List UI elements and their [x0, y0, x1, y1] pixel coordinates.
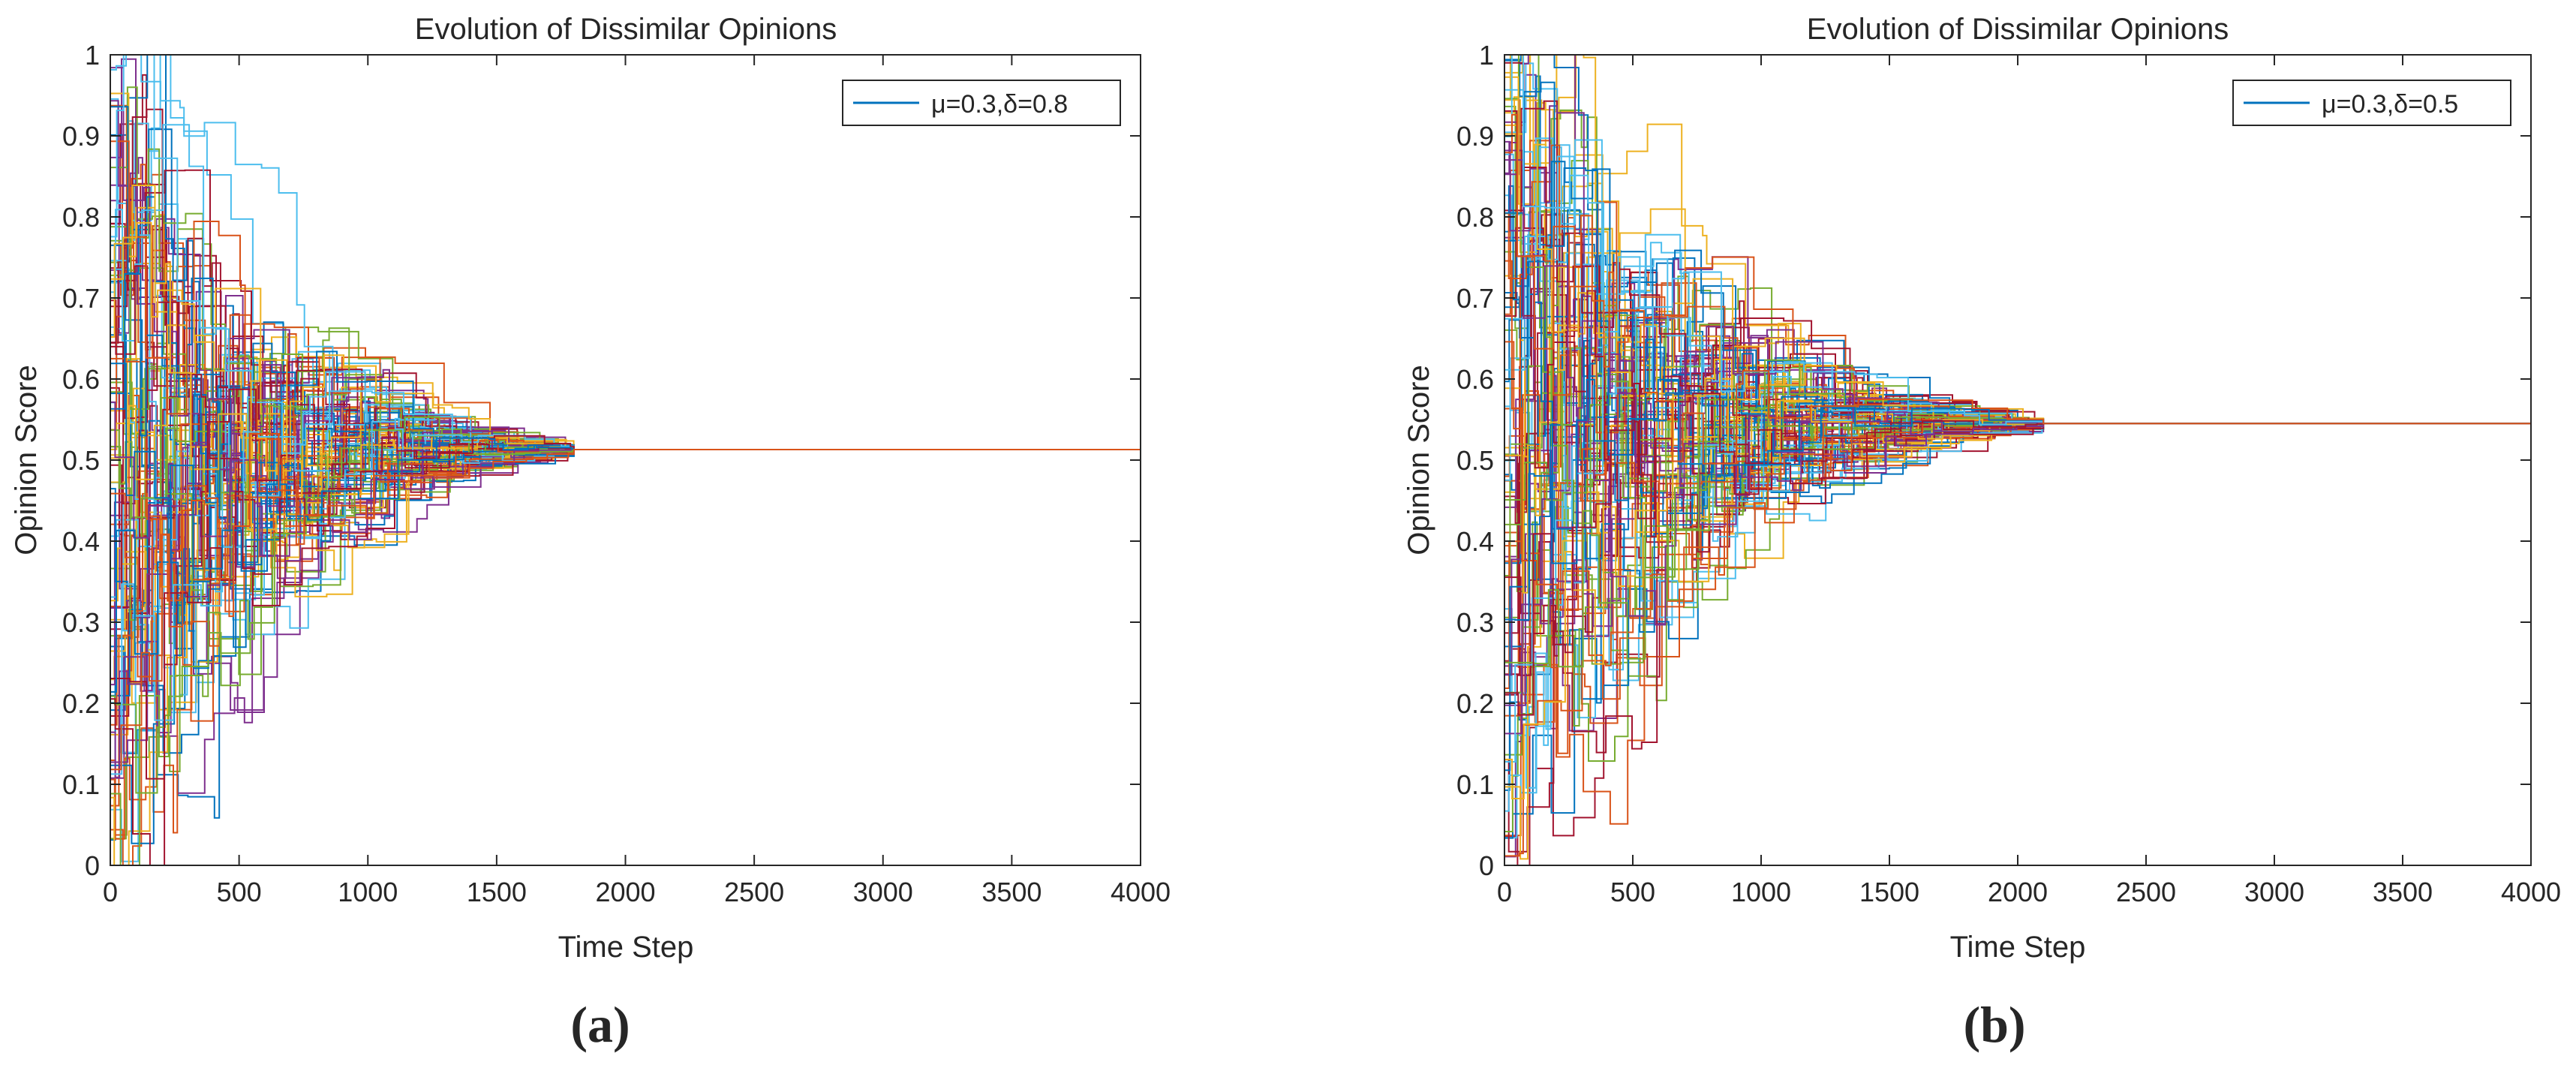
- plot-area: 0 500 1000 1500 2000 2500 3000 3500 4000 0 0.1 0.2 0…: [62, 40, 1171, 907]
- y-tick-label: 0.4: [1456, 526, 1494, 557]
- x-tick-label: 0: [103, 877, 118, 907]
- agent-series-line: [110, 67, 1141, 507]
- legend-entry: μ=0.3,δ=0.8: [931, 90, 1068, 119]
- panel-label: (a): [570, 996, 630, 1053]
- panel-label: (b): [1963, 996, 2025, 1053]
- agent-series-line: [1504, 395, 2531, 754]
- y-tick-label: 0.9: [62, 121, 100, 152]
- y-tick-label: 0.5: [62, 445, 100, 476]
- x-tick-label: 3000: [2244, 877, 2304, 907]
- x-tick-label: 500: [217, 877, 262, 907]
- x-tick-label: 4000: [2501, 877, 2561, 907]
- y-tick-label: 0.1: [1456, 769, 1494, 800]
- agent-series-line: [1504, 378, 2531, 621]
- agent-series-line: [110, 416, 1141, 866]
- agent-series-line: [110, 54, 1141, 464]
- x-tick-label: 2500: [724, 877, 784, 907]
- x-tick-label: 2000: [595, 877, 655, 907]
- y-tick-label: 0.2: [62, 688, 100, 719]
- x-tick-label: 3000: [853, 877, 913, 907]
- legend: μ=0.3,δ=0.8: [842, 80, 1121, 126]
- y-tick-label: 0.7: [1456, 283, 1494, 314]
- y-tick-label: 0.9: [1456, 121, 1494, 152]
- agent-series-line: [1504, 54, 2531, 426]
- y-tick-label: 0.8: [62, 202, 100, 233]
- series-group: [1504, 54, 2531, 866]
- chart-title: Evolution of Dissimilar Opinions: [1807, 13, 2229, 46]
- agent-series-line: [1504, 144, 2531, 459]
- agent-series-line: [1504, 320, 2531, 735]
- x-tick-label: 2000: [1988, 877, 2048, 907]
- y-tick-label: 0.6: [62, 364, 100, 395]
- agent-series-line: [110, 169, 1141, 483]
- x-tick-label: 1000: [1731, 877, 1791, 907]
- x-tick-label: 1500: [1859, 877, 1919, 907]
- y-tick-label: 0.7: [62, 283, 100, 314]
- agent-series-line: [110, 399, 1141, 726]
- agent-series-line: [1504, 372, 2531, 617]
- x-axis-label: Time Step: [558, 931, 694, 964]
- y-tick-label: 0.4: [62, 526, 100, 557]
- y-axis-label: Opinion Score: [1402, 365, 1435, 555]
- y-tick-label: 0: [85, 850, 100, 881]
- agent-series-line: [1504, 359, 2531, 668]
- ticks-group: 0 500 1000 1500 2000 2500 3000 3500 4000 0 0.1 0.2 0…: [62, 40, 1171, 907]
- x-tick-label: 1000: [338, 877, 398, 907]
- agent-series-line: [1504, 81, 2531, 465]
- x-tick-label: 1500: [467, 877, 527, 907]
- y-tick-label: 1: [85, 40, 100, 71]
- ticks-group: 0 500 1000 1500 2000 2500 3000 3500 4000 0 0.1 0.2 0…: [1456, 40, 2561, 907]
- x-tick-label: 0: [1497, 877, 1512, 907]
- legend-entry: μ=0.3,δ=0.5: [2322, 90, 2458, 119]
- agent-series-line: [110, 433, 1141, 771]
- y-tick-label: 0.3: [62, 607, 100, 638]
- agent-series-line: [1504, 153, 2531, 484]
- panel-a: Evolution of Dissimilar Opinions 0 500 100…: [10, 13, 1171, 1053]
- y-tick-label: 0.1: [62, 769, 100, 800]
- x-tick-label: 4000: [1111, 877, 1171, 907]
- agent-series-line: [110, 398, 1141, 763]
- agent-series-line: [1504, 358, 2531, 799]
- x-tick-label: 2500: [2116, 877, 2176, 907]
- y-tick-label: 1: [1479, 40, 1494, 71]
- agent-series-line: [110, 435, 1141, 780]
- agent-series-line: [1504, 383, 2531, 716]
- y-tick-label: 0.6: [1456, 364, 1494, 395]
- x-axis-label: Time Step: [1950, 931, 2086, 964]
- y-tick-label: 0.3: [1456, 607, 1494, 638]
- y-axis-label: Opinion Score: [10, 365, 43, 555]
- y-tick-label: 0.8: [1456, 202, 1494, 233]
- x-tick-label: 3500: [2373, 877, 2433, 907]
- plot-area: 0 500 1000 1500 2000 2500 3000 3500 4000 0 0.1 0.2 0…: [1456, 40, 2561, 907]
- agent-series-line: [110, 437, 1141, 693]
- agent-series-line: [110, 415, 1141, 609]
- agent-series-line: [1504, 307, 2531, 763]
- legend: μ=0.3,δ=0.5: [2232, 80, 2511, 126]
- x-tick-label: 500: [1610, 877, 1655, 907]
- agent-series-line: [1504, 159, 2531, 626]
- x-tick-label: 3500: [981, 877, 1042, 907]
- chart-title: Evolution of Dissimilar Opinions: [415, 13, 837, 46]
- agent-series-line: [1504, 113, 2531, 465]
- panel-b: Evolution of Dissimilar Opinions 0 500 100…: [1402, 13, 2561, 1053]
- y-tick-label: 0.2: [1456, 688, 1494, 719]
- y-tick-label: 0.5: [1456, 445, 1494, 476]
- agent-series-line: [110, 438, 1141, 678]
- y-tick-label: 0: [1479, 850, 1494, 881]
